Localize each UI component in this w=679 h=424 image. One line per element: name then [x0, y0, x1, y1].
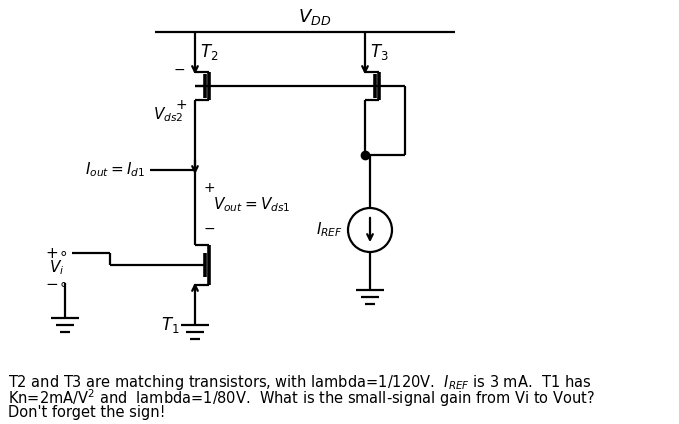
Text: $V_{ds2}$: $V_{ds2}$ [153, 106, 183, 124]
Text: $+$: $+$ [203, 181, 215, 195]
Text: $-\!\circ$: $-\!\circ$ [45, 276, 67, 290]
Text: $V_{out} = V_{ds1}$: $V_{out} = V_{ds1}$ [213, 195, 291, 215]
Text: $T_3$: $T_3$ [370, 42, 388, 62]
Text: $I_{REF}$: $I_{REF}$ [316, 220, 343, 240]
Text: $V_{DD}$: $V_{DD}$ [299, 7, 331, 27]
Text: T2 and T3 are matching transistors, with lambda=1/120V.  $I_{REF}$ is 3 mA.  T1 : T2 and T3 are matching transistors, with… [8, 373, 591, 391]
Text: $+\!\circ$: $+\!\circ$ [45, 245, 67, 260]
Text: $-$: $-$ [203, 221, 215, 235]
Text: $T_1$: $T_1$ [162, 315, 180, 335]
Text: Kn=2mA/V$^2$ and  lambda=1/80V.  What is the small-signal gain from Vi to Vout?: Kn=2mA/V$^2$ and lambda=1/80V. What is t… [8, 387, 595, 409]
Text: $I_{out} = I_{d1}$: $I_{out} = I_{d1}$ [85, 161, 145, 179]
Text: Don't forget the sign!: Don't forget the sign! [8, 405, 166, 421]
Text: $V_i$: $V_i$ [49, 259, 64, 277]
Text: $T_2$: $T_2$ [200, 42, 219, 62]
Text: $+$: $+$ [175, 98, 187, 112]
Text: $-$: $-$ [173, 62, 185, 76]
